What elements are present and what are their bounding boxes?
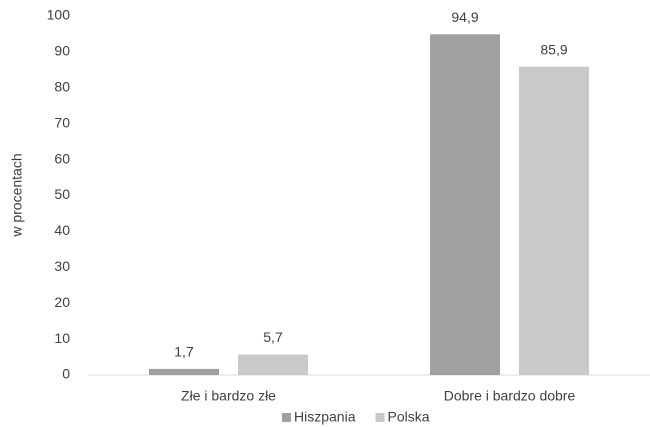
value-label: 5,7 xyxy=(263,329,283,345)
bar xyxy=(149,368,219,375)
y-tick-label: 60 xyxy=(54,150,70,166)
x-tick-label: Złe i bardzo złe xyxy=(181,388,276,404)
y-tick-label: 0 xyxy=(62,366,70,382)
y-tick-label: 40 xyxy=(54,222,70,238)
y-tick-label: 30 xyxy=(54,258,70,274)
y-tick-label: 20 xyxy=(54,294,70,310)
legend-label: Polska xyxy=(387,409,429,425)
bar xyxy=(430,34,500,376)
value-label: 94,9 xyxy=(451,9,478,25)
bar xyxy=(238,354,308,375)
y-tick-label: 50 xyxy=(54,186,70,202)
x-tick-label: Dobre i bardzo dobre xyxy=(444,388,576,404)
y-axis-label: w procentach xyxy=(9,153,25,237)
value-label: 85,9 xyxy=(540,41,567,57)
legend-label: Hiszpania xyxy=(294,409,356,425)
y-tick-label: 10 xyxy=(54,330,70,346)
y-tick-label: 80 xyxy=(54,79,70,95)
y-tick-label: 70 xyxy=(54,114,70,130)
y-tick-label: 90 xyxy=(54,43,70,59)
y-tick-label: 100 xyxy=(47,7,71,23)
legend-swatch xyxy=(282,413,291,422)
legend-swatch xyxy=(375,413,385,422)
bar xyxy=(519,66,589,375)
value-label: 1,7 xyxy=(174,344,194,360)
